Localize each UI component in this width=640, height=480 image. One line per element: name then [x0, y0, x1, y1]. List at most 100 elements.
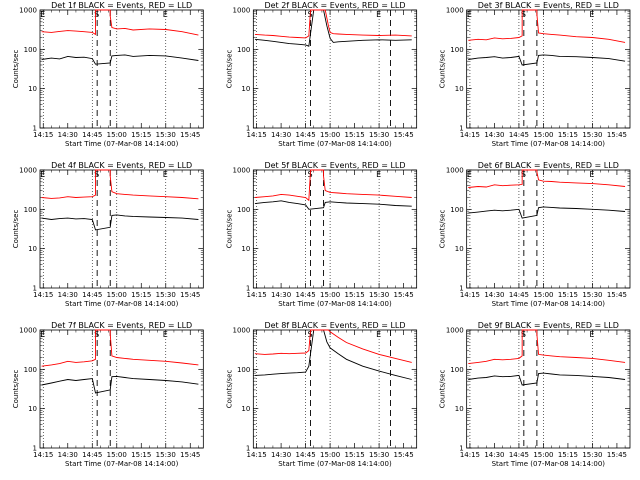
chart-title: Det 2f BLACK = Events, RED = LLD — [264, 1, 405, 10]
series-line-events — [468, 372, 626, 386]
x-tick-label: 15:45 — [607, 451, 627, 459]
x-tick-label: 15:30 — [369, 291, 389, 299]
x-tick-label: 15:45 — [180, 131, 200, 139]
chart-title: Det 8f BLACK = Events, RED = LLD — [264, 321, 405, 330]
marker-label: E — [376, 10, 381, 19]
series-line-events — [468, 54, 626, 66]
x-axis-label: Start Time (07-Mar-08 14:14:00) — [278, 300, 392, 308]
x-tick-label: 15:15 — [131, 451, 151, 459]
x-tick-label: 14:45 — [509, 451, 529, 459]
x-tick-label: 15:00 — [320, 451, 340, 459]
x-tick-label: 15:15 — [558, 131, 578, 139]
x-tick-label: 15:30 — [582, 291, 602, 299]
x-tick-label: 15:30 — [582, 131, 602, 139]
x-tick-label: 15:15 — [558, 291, 578, 299]
y-tick-label: 1000 — [233, 167, 251, 175]
y-tick-label: 10 — [455, 85, 464, 93]
x-tick-label: 15:45 — [607, 131, 627, 139]
marker-label: E — [376, 170, 381, 179]
x-tick-label: 14:15 — [33, 291, 53, 299]
y-tick-label: 100 — [24, 366, 37, 374]
marker-label: E — [163, 170, 168, 179]
chart-title: Det 9f BLACK = Events, RED = LLD — [478, 321, 619, 330]
x-axis-label: Start Time (07-Mar-08 14:14:00) — [492, 140, 606, 148]
series-line-lld — [41, 9, 199, 36]
series-line-lld — [468, 169, 626, 188]
y-tick-label: 1000 — [446, 167, 464, 175]
x-tick-label: 14:15 — [247, 131, 267, 139]
x-tick-label: 15:15 — [345, 131, 365, 139]
plot-frame — [252, 169, 418, 289]
plot-frame — [39, 9, 204, 129]
x-tick-label: 15:00 — [107, 131, 127, 139]
x-axis-label: Start Time (07-Mar-08 14:14:00) — [492, 300, 606, 308]
x-tick-label: 15:45 — [393, 131, 413, 139]
x-tick-label: 15:00 — [107, 451, 127, 459]
chart-title: Det 5f BLACK = Events, RED = LLD — [264, 161, 405, 170]
x-tick-label: 15:30 — [156, 291, 176, 299]
y-tick-label: 10 — [455, 405, 464, 413]
marker-label: S — [521, 10, 526, 19]
x-tick-label: 15:30 — [582, 451, 602, 459]
x-tick-label: 15:30 — [156, 451, 176, 459]
x-tick-label: 14:30 — [58, 291, 78, 299]
series-line-events — [468, 206, 626, 219]
y-tick-label: 100 — [24, 206, 37, 214]
y-axis-label: Counts/sec — [225, 370, 233, 409]
y-tick-label: 1 — [246, 285, 250, 293]
x-tick-label: 15:15 — [131, 291, 151, 299]
chart-title: Det 4f BLACK = Events, RED = LLD — [51, 161, 192, 170]
chart-panel-7: Det 7f BLACK = Events, RED = LLD 1 10 100 10… — [12, 321, 204, 468]
x-tick-label: 15:00 — [107, 291, 127, 299]
y-tick-label: 1 — [33, 445, 37, 453]
y-tick-label: 1000 — [19, 167, 37, 175]
y-axis-label: Counts/sec — [12, 210, 20, 249]
x-tick-label: 15:15 — [345, 291, 365, 299]
series-line-lld — [254, 9, 412, 39]
marker-label: S — [94, 10, 99, 19]
x-tick-label: 14:45 — [509, 291, 529, 299]
y-tick-label: 100 — [450, 206, 463, 214]
plot-frame — [466, 329, 631, 449]
x-tick-label: 14:45 — [296, 291, 316, 299]
y-tick-label: 10 — [28, 405, 37, 413]
chart-title: Det 7f BLACK = Events, RED = LLD — [51, 321, 192, 330]
x-tick-label: 15:15 — [131, 131, 151, 139]
plot-frame — [466, 9, 631, 129]
chart-panel-5: Det 5f BLACK = Events, RED = LLD 1 10 100 10… — [225, 161, 418, 308]
chart-panel-4: Det 4f BLACK = Events, RED = LLD 1 10 100 10… — [12, 161, 204, 308]
y-tick-label: 1000 — [19, 327, 37, 335]
x-axis-label: Start Time (07-Mar-08 14:14:00) — [278, 140, 392, 148]
y-tick-label: 100 — [24, 46, 37, 54]
marker-label: E — [589, 10, 594, 19]
x-tick-label: 15:30 — [156, 131, 176, 139]
x-tick-label: 14:30 — [271, 131, 291, 139]
x-tick-label: 15:00 — [320, 291, 340, 299]
y-tick-label: 1000 — [19, 7, 37, 15]
y-tick-label: 1000 — [446, 7, 464, 15]
chart-panel-3: Det 3f BLACK = Events, RED = LLD 1 10 100 10… — [439, 1, 631, 148]
x-tick-label: 14:15 — [33, 131, 53, 139]
marker-label: S — [94, 170, 99, 179]
series-line-events — [254, 329, 412, 380]
y-tick-label: 1 — [246, 125, 250, 133]
x-tick-label: 15:00 — [320, 131, 340, 139]
x-tick-label: 15:00 — [533, 451, 553, 459]
plot-frame — [252, 9, 418, 129]
series-line-lld — [254, 169, 412, 202]
x-tick-label: 14:30 — [484, 451, 504, 459]
x-tick-label: 14:30 — [58, 451, 78, 459]
marker-label: E — [467, 170, 472, 179]
y-tick-label: 10 — [28, 85, 37, 93]
x-tick-label: 14:45 — [509, 131, 529, 139]
y-tick-label: 10 — [241, 405, 250, 413]
chart-panel-8: Det 8f BLACK = Events, RED = LLD 1 10 100 10… — [225, 321, 418, 468]
series-line-events — [254, 9, 412, 47]
y-axis-label: Counts/sec — [439, 370, 447, 409]
marker-label: E — [376, 330, 381, 339]
y-tick-label: 100 — [237, 46, 250, 54]
x-tick-label: 14:45 — [82, 291, 102, 299]
y-tick-label: 100 — [237, 366, 250, 374]
x-tick-label: 15:15 — [558, 451, 578, 459]
